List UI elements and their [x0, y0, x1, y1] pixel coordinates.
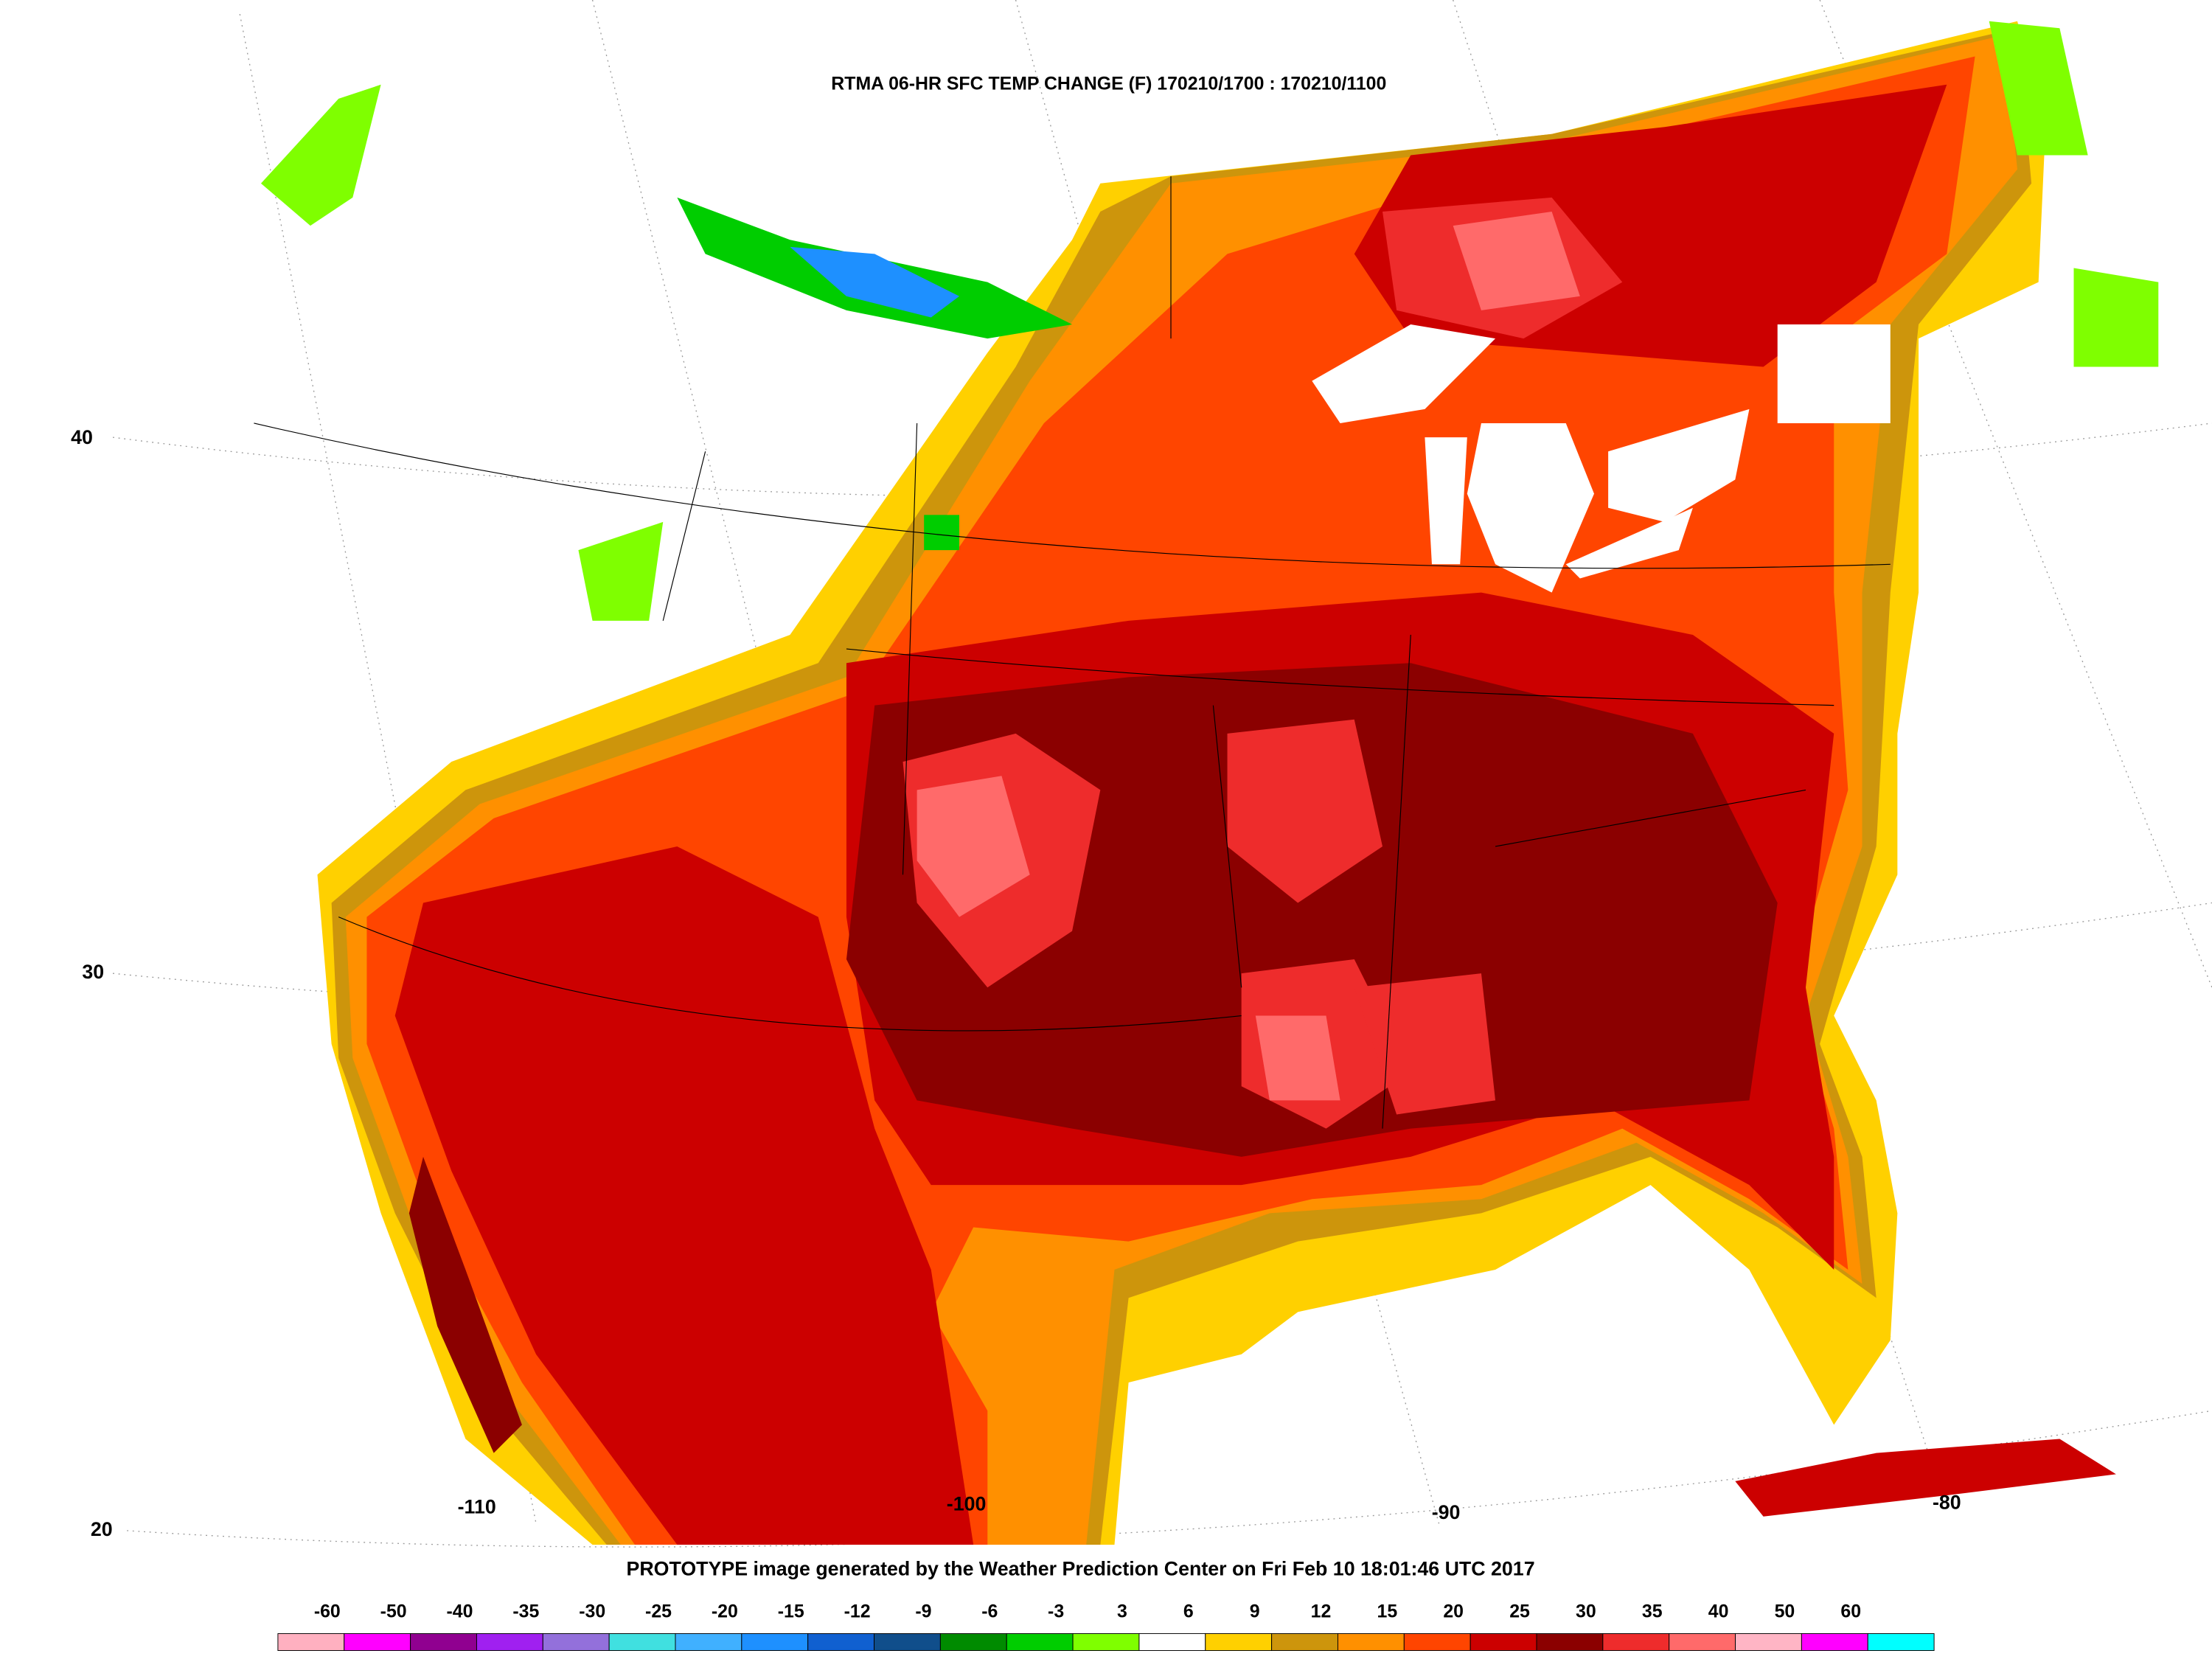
- colorbar-label: 30: [1576, 1601, 1596, 1621]
- colorbar-label: -40: [447, 1601, 473, 1621]
- temperature-field: [578, 521, 664, 621]
- colorbar-swatch: [741, 1633, 809, 1651]
- colorbar-swatch: [939, 1633, 1007, 1651]
- temperature-field: [1735, 1439, 2116, 1517]
- colorbar-swatch: [476, 1633, 543, 1651]
- colorbar-swatch: [1403, 1633, 1471, 1651]
- state-border: [846, 648, 1834, 706]
- state-border: [338, 917, 1242, 1032]
- colorbar-swatch: [874, 1633, 941, 1651]
- temperature-field: [1255, 1015, 1340, 1101]
- colorbar-label: -12: [844, 1601, 871, 1621]
- colorbar-label: -60: [314, 1601, 341, 1621]
- longitude-label: -80: [1933, 1492, 1961, 1514]
- colorbar-swatch: [277, 1633, 345, 1651]
- temperature-field: [917, 776, 1030, 917]
- colorbar-swatch: [675, 1633, 742, 1651]
- colorbar-label: 50: [1775, 1601, 1795, 1621]
- temperature-field: [1467, 422, 1594, 593]
- colorbar-swatch: [542, 1633, 610, 1651]
- colorbar-swatch: [1602, 1633, 1670, 1651]
- colorbar-swatch: [344, 1633, 411, 1651]
- latitude-label: 30: [82, 961, 104, 983]
- temperature-field: [790, 246, 960, 318]
- map-title: RTMA 06-HR SFC TEMP CHANGE (F) 170210/17…: [831, 73, 1386, 94]
- colorbar-label: 15: [1377, 1601, 1398, 1621]
- colorbar-swatch: [1337, 1633, 1405, 1651]
- graticule-line: [1819, 0, 2212, 988]
- colorbar-swatch: [1801, 1633, 1868, 1651]
- temperature-field: [408, 1156, 522, 1453]
- colorbar-label: -15: [778, 1601, 804, 1621]
- colorbar-swatch: [1072, 1633, 1140, 1651]
- longitude-label: -110: [458, 1495, 496, 1517]
- temperature-field: [1777, 324, 1891, 423]
- colorbar-swatch: [410, 1633, 477, 1651]
- colorbar-label: -20: [712, 1601, 738, 1621]
- colorbar-label: 60: [1840, 1601, 1861, 1621]
- state-border: [254, 422, 1891, 569]
- colorbar-label: 6: [1183, 1601, 1194, 1621]
- longitude-label: -90: [1432, 1501, 1461, 1523]
- colorbar-label: -35: [512, 1601, 539, 1621]
- temperature-field: [924, 515, 960, 551]
- colorbar-label: -6: [981, 1601, 998, 1621]
- state-border: [662, 451, 706, 621]
- colorbar-label: -25: [645, 1601, 672, 1621]
- state-border: [1382, 634, 1411, 1129]
- colorbar-label: 12: [1311, 1601, 1332, 1621]
- colorbar-swatch: [807, 1633, 875, 1651]
- temperature-field: [1565, 507, 1693, 579]
- temperature-field: [1312, 324, 1496, 423]
- colorbar-label: 25: [1509, 1601, 1530, 1621]
- latitude-label: 40: [71, 426, 93, 448]
- colorbar-label: -9: [915, 1601, 931, 1621]
- colorbar-swatch: [1470, 1633, 1537, 1651]
- colorbar-swatch: [1006, 1633, 1074, 1651]
- colorbar-label: 9: [1250, 1601, 1260, 1621]
- colorbar-swatch: [1735, 1633, 1802, 1651]
- colorbar-swatch: [608, 1633, 676, 1651]
- colorbar-swatch: [1271, 1633, 1338, 1651]
- colorbar-label: 40: [1708, 1601, 1729, 1621]
- state-border: [1495, 789, 1806, 847]
- temperature-field: [1425, 437, 1467, 565]
- colorbar-swatch: [1205, 1633, 1273, 1651]
- temperature-field: [2073, 268, 2159, 367]
- temperature-field: [1453, 211, 1580, 310]
- colorbar-label: -50: [380, 1601, 407, 1621]
- colorbar-swatch: [1669, 1633, 1736, 1651]
- colorbar-swatch: [1138, 1633, 1206, 1651]
- latitude-label: 20: [91, 1518, 113, 1540]
- state-border: [902, 422, 918, 875]
- footer: PROTOTYPE image generated by the Weather…: [627, 1558, 1535, 1580]
- colorbar-swatch: [1867, 1633, 1935, 1651]
- colorbar-label: 20: [1443, 1601, 1464, 1621]
- colorbar-swatch: [1536, 1633, 1604, 1651]
- temperature-field: [260, 84, 381, 226]
- longitude-label: -100: [947, 1493, 987, 1515]
- state-border: [1212, 705, 1242, 988]
- temperature-field: [1989, 21, 2088, 156]
- colorbar-label: 35: [1642, 1601, 1663, 1621]
- colorbar-label: -30: [579, 1601, 605, 1621]
- colorbar-label: 3: [1117, 1601, 1127, 1621]
- temperature-field: [1608, 408, 1750, 522]
- temperature-field: [394, 846, 974, 1545]
- temperature-field: [1227, 719, 1382, 903]
- colorbar-label: -3: [1048, 1601, 1064, 1621]
